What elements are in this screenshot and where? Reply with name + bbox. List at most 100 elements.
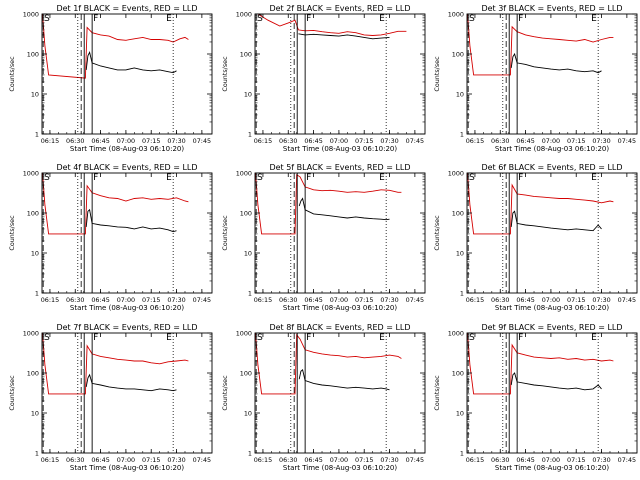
marker-label-s: S xyxy=(257,173,263,183)
x-tick-label: 06:15 xyxy=(466,456,484,464)
chart-panel-3: S F E 06:15 06:30 06:45 07:00 07:15 07:30 07:45 1 1… xyxy=(433,4,638,153)
x-tick-label: 06:30 xyxy=(491,137,509,145)
marker-label-e: E xyxy=(591,333,597,343)
events-rate-line xyxy=(510,372,602,391)
y-tick-label: 100 xyxy=(240,370,252,378)
chart-panel-6: S F E 06:15 06:30 06:45 07:00 07:15 07:30 07:45 1 1… xyxy=(433,163,638,312)
y-axis-label: Counts/sec xyxy=(433,215,441,251)
x-axis-label: Start Time (08-Aug-03 06:10:20) xyxy=(495,304,609,312)
x-tick-label: 07:45 xyxy=(618,456,636,464)
y-tick-label: 10 xyxy=(31,250,39,258)
x-tick-label: 07:15 xyxy=(567,456,585,464)
marker-label-e: E xyxy=(591,14,597,24)
y-tick-label: 1 xyxy=(460,131,464,139)
y-axis-label: Counts/sec xyxy=(8,56,16,92)
lld-rate-line xyxy=(255,333,402,395)
marker-label-s: S xyxy=(469,14,475,24)
x-tick-label: 06:30 xyxy=(66,296,84,304)
plot-frame xyxy=(466,172,638,294)
x-tick-label: 07:30 xyxy=(592,296,610,304)
marker-label-s: S xyxy=(257,14,263,24)
y-tick-label: 10 xyxy=(244,91,252,99)
y-tick-label: 1000 xyxy=(23,330,39,338)
marker-label-e: E xyxy=(166,333,172,343)
x-tick-label: 07:30 xyxy=(167,456,185,464)
chart-panel-8: S F E 06:15 06:30 06:45 07:00 07:15 07:30 07:45 1 1… xyxy=(221,323,426,472)
lld-rate-line xyxy=(467,14,614,76)
x-tick-label: 06:45 xyxy=(516,296,534,304)
x-tick-label: 06:30 xyxy=(491,456,509,464)
plot-frame xyxy=(466,13,638,135)
events-rate-line xyxy=(85,50,177,74)
y-tick-label: 100 xyxy=(452,370,464,378)
x-tick-label: 07:45 xyxy=(406,137,424,145)
x-axis-label: Start Time (08-Aug-03 06:10:20) xyxy=(70,304,184,312)
x-axis-label: Start Time (08-Aug-03 06:10:20) xyxy=(495,464,609,472)
marker-label-f: F xyxy=(306,173,311,183)
plot-frame xyxy=(254,172,426,294)
plot-frame xyxy=(41,332,213,454)
chart-title: Det 5f BLACK = Events, RED = LLD xyxy=(269,163,410,172)
x-tick-label: 06:45 xyxy=(304,456,322,464)
chart-title: Det 6f BLACK = Events, RED = LLD xyxy=(481,163,622,172)
x-axis-label: Start Time (08-Aug-03 06:10:20) xyxy=(495,145,609,153)
chart-title: Det 7f BLACK = Events, RED = LLD xyxy=(56,323,197,332)
x-tick-label: 07:45 xyxy=(406,456,424,464)
lld-rate-line xyxy=(257,14,407,36)
x-axis-label: Start Time (08-Aug-03 06:10:20) xyxy=(70,145,184,153)
events-rate-line xyxy=(298,33,390,40)
events-rate-line xyxy=(85,208,177,233)
x-tick-label: 06:45 xyxy=(304,296,322,304)
y-axis-label: Counts/sec xyxy=(221,375,229,411)
marker-label-f: F xyxy=(518,333,523,343)
marker-label-e: E xyxy=(379,333,385,343)
x-tick-label: 06:15 xyxy=(254,296,272,304)
y-tick-label: 1000 xyxy=(236,170,252,178)
events-rate-line xyxy=(510,52,602,74)
plot-frame xyxy=(254,13,426,135)
x-tick-label: 06:30 xyxy=(279,456,297,464)
x-tick-label: 07:45 xyxy=(193,137,211,145)
x-tick-label: 07:15 xyxy=(142,137,160,145)
x-tick-label: 06:15 xyxy=(41,137,59,145)
lld-rate-line xyxy=(42,173,189,235)
y-tick-label: 100 xyxy=(240,210,252,218)
y-axis-label: Counts/sec xyxy=(221,56,229,92)
x-tick-label: 07:45 xyxy=(618,296,636,304)
x-tick-label: 06:30 xyxy=(66,137,84,145)
x-tick-label: 07:30 xyxy=(380,456,398,464)
x-tick-label: 07:45 xyxy=(193,296,211,304)
x-tick-label: 07:00 xyxy=(542,456,560,464)
x-axis-label: Start Time (08-Aug-03 06:10:20) xyxy=(283,304,397,312)
chart-title: Det 8f BLACK = Events, RED = LLD xyxy=(269,323,410,332)
y-tick-label: 10 xyxy=(456,250,464,258)
marker-label-f: F xyxy=(93,14,98,24)
lld-rate-line xyxy=(467,173,614,235)
x-tick-label: 07:00 xyxy=(117,137,135,145)
marker-label-f: F xyxy=(93,333,98,343)
y-tick-label: 1 xyxy=(248,131,252,139)
x-tick-label: 07:45 xyxy=(193,456,211,464)
x-tick-label: 07:45 xyxy=(618,137,636,145)
x-axis-label: Start Time (08-Aug-03 06:10:20) xyxy=(70,464,184,472)
x-tick-label: 07:30 xyxy=(380,137,398,145)
x-tick-label: 06:45 xyxy=(91,137,109,145)
y-tick-label: 100 xyxy=(452,51,464,59)
x-tick-label: 07:15 xyxy=(567,296,585,304)
chart-panel-1: S F E 06:15 06:30 06:45 07:00 07:15 07:30 07:45 1 1… xyxy=(8,4,213,153)
chart-panel-7: S F E 06:15 06:30 06:45 07:00 07:15 07:30 07:45 1 1… xyxy=(8,323,213,472)
x-tick-label: 07:45 xyxy=(406,296,424,304)
y-axis-label: Counts/sec xyxy=(221,215,229,251)
events-rate-line xyxy=(85,373,177,392)
x-tick-label: 06:45 xyxy=(91,296,109,304)
y-axis-label: Counts/sec xyxy=(433,56,441,92)
y-tick-label: 10 xyxy=(31,91,39,99)
x-tick-label: 06:30 xyxy=(279,296,297,304)
y-tick-label: 100 xyxy=(240,51,252,59)
x-tick-label: 07:15 xyxy=(142,456,160,464)
x-axis-label: Start Time (08-Aug-03 06:10:20) xyxy=(283,145,397,153)
y-tick-label: 1 xyxy=(35,290,39,298)
x-tick-label: 07:00 xyxy=(117,456,135,464)
plot-frame xyxy=(41,13,213,135)
plot-frame xyxy=(466,332,638,454)
